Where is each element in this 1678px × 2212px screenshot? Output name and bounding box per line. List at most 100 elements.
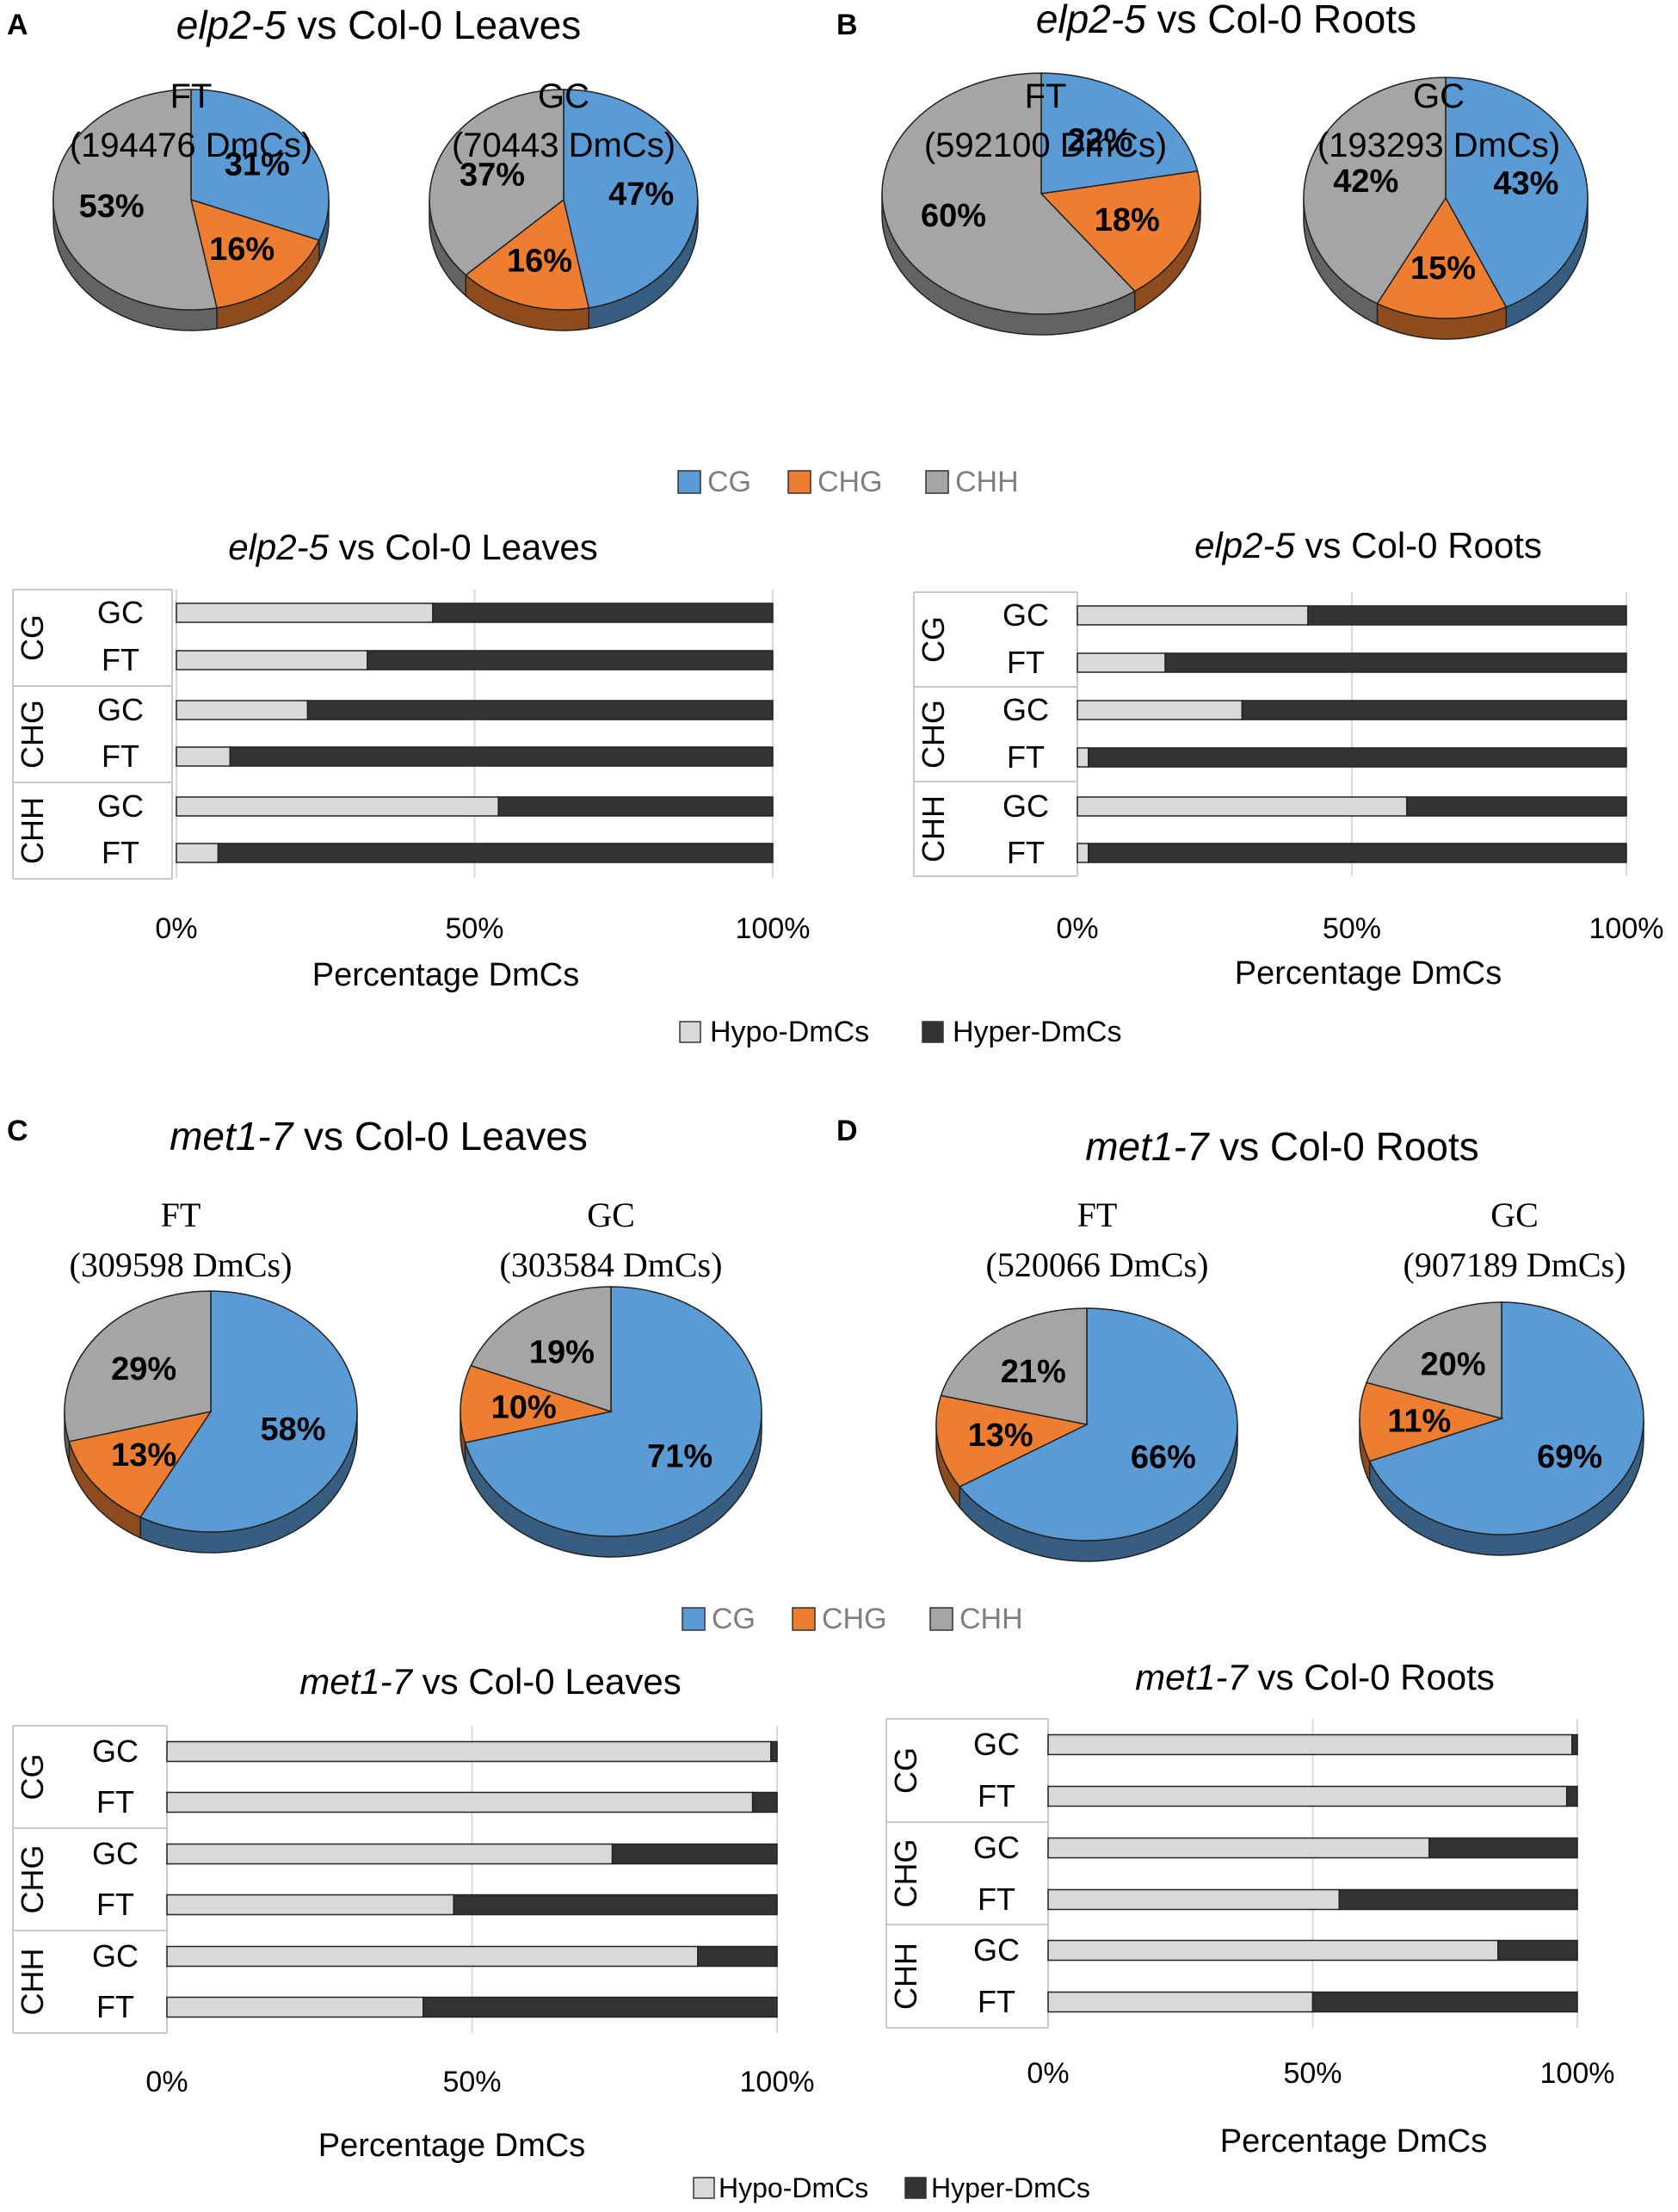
pie-legend-bottom: CG CHG CHH (682, 1603, 1023, 1635)
pie-slice-chh (470, 1286, 612, 1413)
pie-slice-chg (189, 198, 320, 309)
category-label-ft: FT (1007, 645, 1045, 680)
bar-chart-title: met1-7 vs Col-0 Roots (1135, 1657, 1495, 1697)
pie-data-label-cg: 71% (647, 1439, 713, 1475)
legend-swatch-hyper (922, 1021, 944, 1043)
bar-hypo-chh-ft (1047, 1991, 1314, 2013)
bar-hypo-chh-gc (1047, 1939, 1499, 1962)
bar-chart-title: met1-7 vs Col-0 Leaves (299, 1661, 682, 1702)
bar-chart-b: elp2-5 vs Col-0 Roots CG GC FT CHG GC FT CHH GC F… (913, 525, 1664, 992)
bar-hypo-cg-ft (1047, 1785, 1568, 1807)
bar-chart-title-italic: met1-7 (299, 1661, 413, 1702)
pie-slice-cg (959, 1307, 1238, 1542)
bar-hyper-chh-gc (497, 796, 774, 817)
legend-swatch-chh (925, 470, 949, 494)
bar-hypo-chg-gc (1077, 700, 1243, 720)
category-label-gc: GC (1002, 597, 1049, 633)
legend-swatch-hypo (693, 2177, 715, 2199)
panel-letter-c: C (7, 1115, 28, 1147)
pie-data-label-cg: 47% (608, 176, 674, 213)
pie-slice-chg (460, 1364, 614, 1443)
pie-data-label-chg: 16% (507, 244, 572, 280)
pie-data-label-chh: 60% (921, 198, 986, 234)
bar-hypo-chg-ft (1047, 1888, 1341, 1911)
pie-subtitle: (194476 DmCs) (70, 127, 312, 164)
bar-chart-title-italic: met1-7 (1135, 1657, 1249, 1697)
pie-chart-b-gc: 43% 15% 42% GC (193293 DmCs) (1303, 77, 1589, 340)
pie-subtitle: (592100 DmCs) (924, 127, 1167, 164)
pie-slice-cg (1445, 77, 1589, 308)
bar-hypo-chh-gc (176, 796, 499, 817)
pie-data-label-chg: 18% (1095, 202, 1160, 238)
pie-chart-c-ft: 58% 13% 29% FT (309598 DmCs) (64, 1196, 358, 1554)
x-tick-label: 0% (1056, 912, 1098, 945)
bar-hypo-chh-ft (176, 843, 219, 863)
category-label-ft: FT (1007, 739, 1045, 775)
bar-hypo-cg-ft (1077, 652, 1166, 673)
pie-slice-chh (52, 89, 218, 311)
legend-swatch-chh (929, 1607, 953, 1631)
group-label-cg: CG (888, 1747, 923, 1794)
category-label-ft: FT (102, 642, 139, 677)
legend-label-hyper: Hyper-DmCs (931, 2172, 1090, 2203)
pie-data-label-chg: 10% (491, 1390, 557, 1426)
group-label-chh: CHH (15, 1949, 50, 2016)
group-label-chg: CHG (15, 1845, 50, 1914)
pie-slice-chh (940, 1307, 1088, 1425)
category-label-gc: GC (973, 1727, 1020, 1762)
pie-subtitle: (520066 DmCs) (986, 1245, 1209, 1284)
bar-hyper-chg-ft (1088, 747, 1627, 768)
legend-label-cg: CG (707, 466, 751, 498)
pie-slice-chh (64, 1290, 212, 1443)
pie-data-label-cg: 69% (1537, 1439, 1602, 1475)
x-axis-label: Percentage DmCs (1220, 2123, 1487, 2159)
bar-chart-title-rest: vs Col-0 Leaves (412, 1661, 682, 1702)
bar-hypo-cg-ft (166, 1791, 754, 1813)
category-label-ft: FT (96, 1784, 134, 1820)
bar-hypo-chg-gc (166, 1843, 614, 1865)
bar-hyper-chh-gc (1406, 796, 1627, 817)
pie-slice-cg (464, 1286, 762, 1537)
x-tick-label: 50% (1323, 912, 1381, 945)
pie-chart-a-gc: 47% 16% 37% GC (70443 DmCs) (429, 77, 699, 331)
pie-data-label-chg: 11% (1387, 1404, 1451, 1440)
bar-hyper-chh-ft (1311, 1991, 1578, 2013)
bar-hypo-chh-gc (166, 1945, 699, 1968)
pie-title: GC (587, 1196, 635, 1234)
bar-hyper-cg-gc (770, 1740, 778, 1763)
legend-label-hypo: Hypo-DmCs (719, 2172, 868, 2203)
legend-swatch-chg (787, 470, 811, 494)
group-label-chh: CHH (888, 1943, 923, 2010)
pie-slice-cg (139, 1290, 358, 1533)
group-label-chh: CHH (916, 795, 951, 862)
pie-slice-cg (1368, 1301, 1644, 1535)
x-tick-label: 0% (1027, 2057, 1069, 2090)
group-label-cg: CG (15, 615, 50, 661)
panel-title-a: elp2-5 vs Col-0 Leaves (176, 3, 581, 47)
pie-slice-chg (465, 198, 590, 311)
pie-data-label-cg: 31% (225, 146, 290, 182)
pie-data-label-chh: 53% (79, 188, 145, 225)
bar-hyper-cg-ft (367, 650, 774, 670)
pie-data-label-chh: 19% (529, 1334, 595, 1370)
bar-legend-top: Hypo-DmCs Hyper-DmCs (679, 1016, 1121, 1048)
pie-title: FT (161, 1196, 201, 1234)
bar-hypo-chh-gc (1077, 796, 1408, 817)
pie-slice-chg (935, 1394, 1089, 1488)
category-label-gc: GC (973, 1932, 1020, 1968)
bar-hyper-cg-gc (1307, 605, 1627, 626)
pie-data-label-cg: 43% (1493, 165, 1558, 201)
x-tick-label: 100% (1589, 912, 1664, 945)
bar-hyper-chh-gc (1497, 1939, 1578, 1962)
bar-hypo-chh-ft (1077, 843, 1089, 863)
bar-chart-d: met1-7 vs Col-0 Roots CG GC FT CHG GC FT CHH GC F… (885, 1657, 1614, 2159)
pie-data-label-chh: 20% (1421, 1347, 1486, 1383)
bar-hypo-chg-ft (166, 1894, 454, 1916)
bar-hyper-cg-gc (1571, 1733, 1578, 1756)
bar-hypo-cg-gc (176, 602, 434, 623)
bar-hypo-cg-gc (166, 1740, 772, 1763)
pie-data-label-chh: 21% (1001, 1354, 1066, 1390)
pie-subtitle: (303584 DmCs) (500, 1245, 723, 1284)
category-label-ft: FT (978, 1881, 1015, 1917)
pie-legend-top: CG CHG CHH (677, 466, 1019, 498)
